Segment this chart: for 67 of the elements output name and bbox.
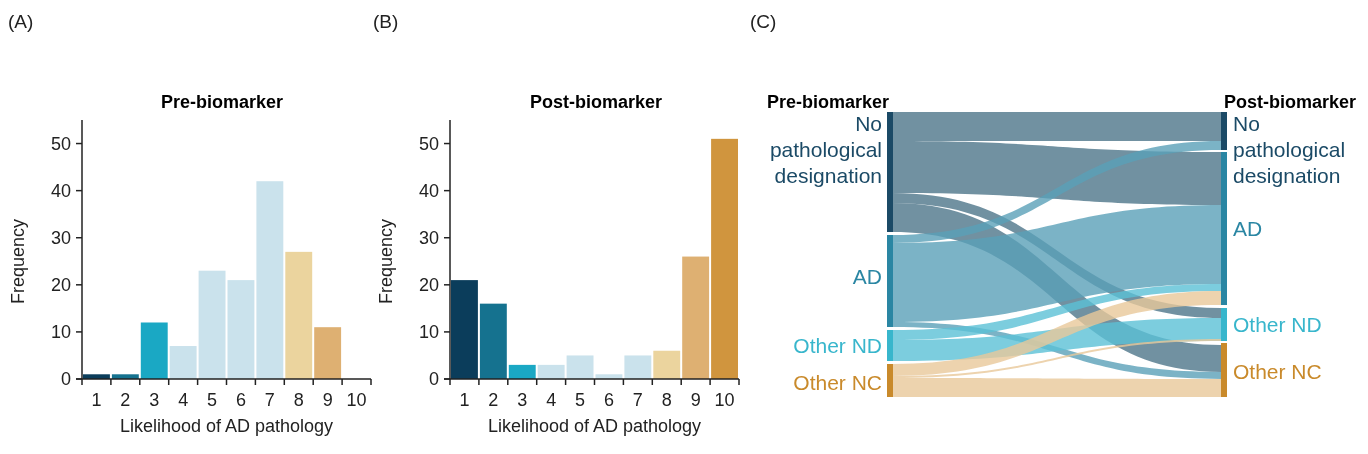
x-tick-label: 3 (149, 390, 160, 410)
bar (198, 270, 226, 379)
bar (479, 303, 507, 379)
y-tick-label: 30 (418, 228, 439, 249)
x-tick-label: 7 (632, 390, 643, 410)
bar (566, 355, 594, 379)
bar (711, 138, 738, 379)
text: (A) (8, 11, 34, 32)
x-tick-label: 5 (575, 390, 586, 410)
category-label: AD (1233, 217, 1263, 241)
category-label: No pathological designation (769, 112, 882, 188)
bar (682, 256, 710, 379)
y-axis-title: Frequency (8, 218, 28, 305)
category-label: No pathological designation (1233, 112, 1346, 188)
y-tick-label: 40 (418, 180, 439, 201)
y-tick-label: 20 (50, 275, 71, 296)
x-tick-label: 4 (546, 390, 557, 410)
category-label: AD (852, 265, 882, 289)
bar (169, 346, 197, 379)
y-tick-label: 40 (50, 180, 71, 201)
x-tick-label: 10 (714, 390, 735, 410)
bar (537, 364, 565, 379)
x-tick-label: 2 (120, 390, 131, 410)
x-axis-title: Likelihood of AD pathology (487, 416, 702, 436)
y-tick-label: 30 (50, 228, 71, 249)
category-label: Other NC (793, 371, 882, 395)
text: Post-biomarker (1223, 92, 1356, 112)
x-axis-title: Likelihood of AD pathology (119, 416, 334, 436)
y-tick-label: 0 (60, 369, 71, 390)
x-tick-label: 9 (322, 390, 333, 410)
text: (C) (750, 11, 777, 32)
bar (624, 355, 652, 379)
text: Pre-biomarker (767, 92, 890, 112)
x-tick-label: 9 (690, 390, 701, 410)
x-tick-label: 10 (346, 390, 367, 410)
chart-title: Pre-biomarker (160, 92, 284, 112)
x-tick-label: 6 (235, 390, 246, 410)
x-tick-label: 1 (91, 390, 102, 410)
x-tick-label: 2 (488, 390, 499, 410)
x-tick-label: 1 (459, 390, 470, 410)
y-tick-label: 0 (428, 369, 439, 390)
bar (227, 280, 255, 379)
category-label: Other ND (793, 334, 882, 358)
bar (508, 364, 536, 379)
x-tick-label: 8 (293, 390, 304, 410)
x-tick-label: 3 (517, 390, 528, 410)
y-axis-title: Frequency (376, 218, 396, 305)
x-tick-label: 6 (603, 390, 614, 410)
bar (285, 251, 313, 379)
y-tick-label: 50 (50, 133, 71, 154)
y-tick-label: 10 (418, 322, 439, 343)
y-tick-label: 10 (50, 322, 71, 343)
bar (140, 322, 168, 379)
bar (451, 280, 478, 379)
y-tick-label: 20 (418, 275, 439, 296)
x-tick-label: 7 (264, 390, 275, 410)
x-tick-label: 5 (207, 390, 218, 410)
x-tick-label: 4 (178, 390, 189, 410)
bar (653, 350, 681, 379)
x-tick-label: 8 (661, 390, 672, 410)
category-label: Other NC (1233, 360, 1322, 384)
category-label: Other ND (1233, 313, 1322, 337)
bar (314, 327, 342, 379)
chart-title: Post-biomarker (529, 92, 663, 112)
text: (B) (373, 11, 399, 32)
y-tick-label: 50 (418, 133, 439, 154)
bar (256, 181, 284, 379)
